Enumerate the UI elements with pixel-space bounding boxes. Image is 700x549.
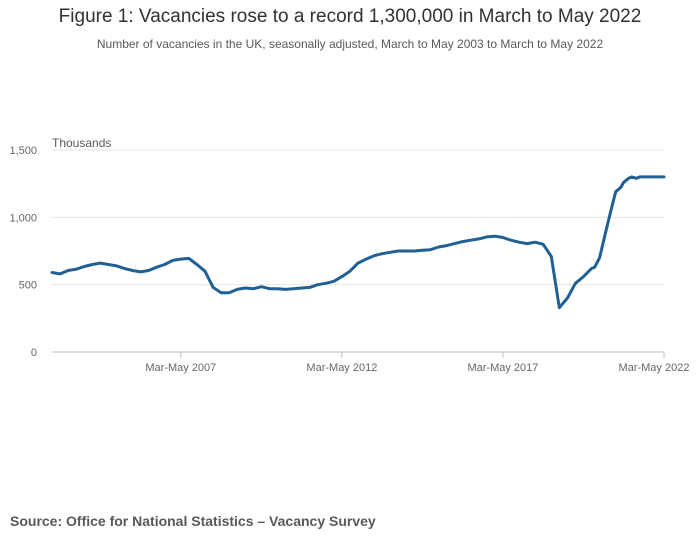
x-tick-label: Mar-May 2007 — [145, 362, 216, 374]
gridlines — [52, 149, 664, 353]
x-tick-label: Mar-May 2017 — [467, 362, 538, 374]
source-note: Source: Office for National Statistics –… — [10, 513, 376, 529]
x-tick-label: Mar-May 2022 — [619, 362, 690, 374]
y-tick-label: 1,500 — [9, 145, 37, 157]
y-tick-label: 1,000 — [9, 212, 37, 224]
x-axis: Mar-May 2007 Mar-May 2012 Mar-May 2017 Mar-… — [145, 352, 689, 374]
y-tick-label: 0 — [31, 347, 37, 359]
series-line-vacancies — [50, 175, 666, 310]
y-axis: 0 500 1,000 1,500 — [9, 145, 37, 359]
y-axis-label: Thousands — [52, 136, 111, 150]
chart-title: Figure 1: Vacancies rose to a record 1,3… — [58, 6, 642, 27]
y-tick-label: 500 — [19, 280, 37, 292]
chart-subtitle: Number of vacancies in the UK, seasonall… — [96, 37, 604, 51]
x-tick-label: Mar-May 2012 — [306, 362, 377, 374]
